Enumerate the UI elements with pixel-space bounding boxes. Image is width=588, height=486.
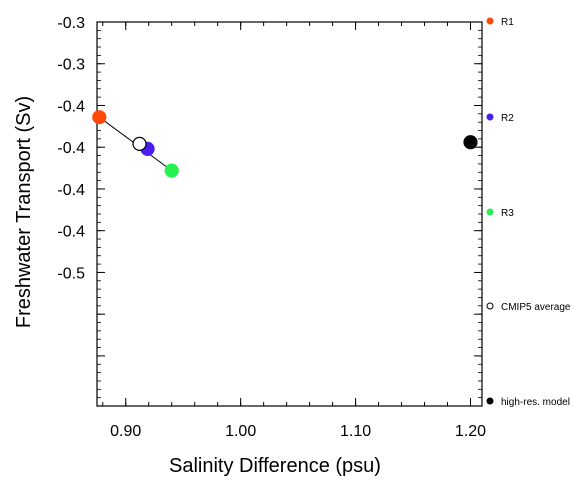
y-tick-label: -0.4 (57, 182, 85, 199)
y-axis: -0.3 -0.3 -0.4 -0.4 -0.4 -0.4 -0.5 (57, 15, 482, 399)
plot-frame (96, 21, 483, 407)
y-tick-label: -0.4 (57, 224, 85, 241)
y-tick-label: -0.5 (57, 265, 85, 282)
legend-marker (486, 397, 494, 405)
point-r3 (164, 163, 179, 178)
legend-marker (486, 208, 494, 216)
y-tick-label: -0.3 (57, 57, 85, 74)
y-tick-label: -0.4 (57, 98, 85, 115)
y-tick-label: -0.3 (57, 15, 85, 32)
x-tick-label: 1.20 (455, 423, 486, 440)
point-high-res-model (463, 135, 478, 150)
data-markers (92, 110, 478, 178)
legend-marker (486, 17, 494, 25)
point-cmip5-average (132, 136, 147, 151)
legend-label: R3 (501, 208, 514, 219)
x-axis: 0.90 1.00 1.10 1.20 (102, 22, 486, 440)
legend-marker (486, 302, 494, 310)
legend-label: R1 (501, 17, 514, 28)
plot-border (96, 21, 483, 407)
legend-label: high-res. model (501, 397, 570, 408)
y-axis-title: Freshwater Transport (Sv) (13, 96, 35, 328)
x-tick-label: 1.00 (225, 423, 256, 440)
legend: R1 R2 R3 CMIP5 average high-res. model (486, 17, 571, 408)
x-axis-title: Salinity Difference (psu) (169, 455, 381, 477)
x-tick-label: 0.90 (110, 423, 141, 440)
legend-label: CMIP5 average (501, 302, 571, 313)
legend-label: R2 (501, 113, 514, 124)
x-tick-label: 1.10 (340, 423, 371, 440)
legend-marker (486, 113, 494, 121)
point-r1 (92, 110, 107, 125)
y-tick-label: -0.4 (57, 140, 85, 157)
